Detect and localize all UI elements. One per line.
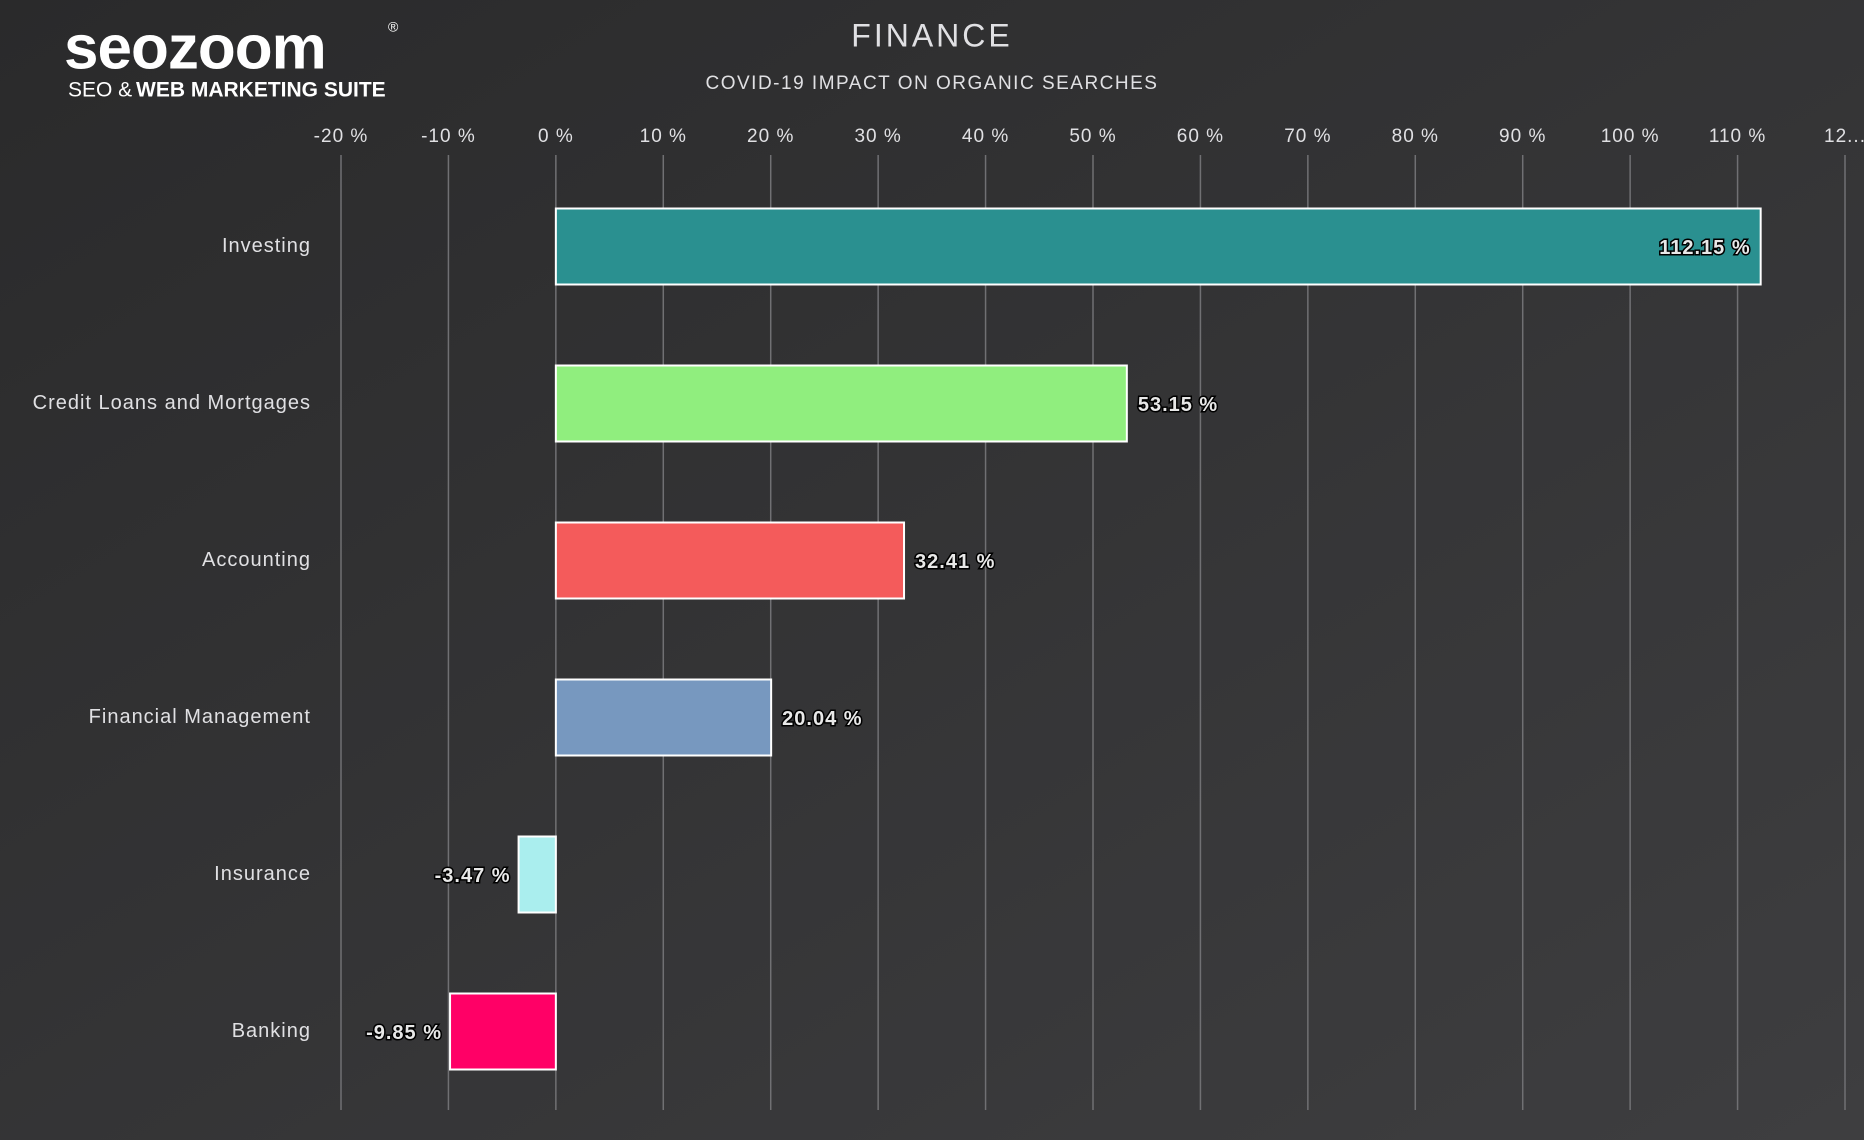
value-label: 20.04 % — [782, 708, 862, 730]
x-tick-label: -10 % — [421, 126, 476, 147]
x-tick-label: -20 % — [314, 126, 369, 147]
x-tick-label: 20 % — [747, 126, 794, 147]
x-tick-label: 40 % — [962, 126, 1009, 147]
logo-tagline-prefix: SEO & — [68, 79, 132, 102]
x-tick-label: 60 % — [1177, 126, 1224, 147]
bar — [554, 364, 1128, 443]
value-label: 112.15 % — [1659, 237, 1750, 259]
x-tick-label: 110 % — [1709, 126, 1766, 147]
x-tick-label: 90 % — [1499, 126, 1546, 147]
x-tick-label: 30 % — [854, 126, 901, 147]
x-tick-label: 12... — [1824, 126, 1864, 147]
x-tick-label: 100 % — [1601, 126, 1660, 147]
logo: seozoom ® SEO & WEB MARKETING SUITE — [64, 13, 399, 101]
category-label: Insurance — [214, 863, 311, 885]
category-label: Banking — [232, 1020, 311, 1042]
x-tick-label: 70 % — [1284, 126, 1331, 147]
x-tick-label: 10 % — [640, 126, 687, 147]
x-tick-label: 0 % — [538, 126, 574, 147]
logo-brand: seozoom — [64, 13, 326, 82]
bar — [517, 835, 557, 914]
category-label: Financial Management — [89, 706, 311, 728]
chart-subtitle: COVID-19 IMPACT ON ORGANIC SEARCHES — [706, 73, 1159, 94]
logo-registered: ® — [388, 19, 399, 35]
value-label: 53.15 % — [1138, 394, 1218, 416]
value-label: -3.47 % — [435, 865, 511, 887]
value-label: 32.41 % — [915, 551, 995, 573]
bar — [449, 992, 557, 1071]
bar — [554, 521, 906, 600]
category-label: Accounting — [202, 549, 311, 571]
bar — [554, 207, 1762, 286]
value-label: -9.85 % — [366, 1022, 442, 1044]
category-label: Investing — [222, 235, 311, 257]
category-label: Credit Loans and Mortgages — [33, 392, 311, 414]
x-tick-label: 50 % — [1069, 126, 1116, 147]
bar — [554, 678, 773, 757]
x-tick-label: 80 % — [1392, 126, 1439, 147]
logo-tagline: WEB MARKETING SUITE — [136, 79, 386, 102]
chart-title: FINANCE — [851, 17, 1012, 53]
